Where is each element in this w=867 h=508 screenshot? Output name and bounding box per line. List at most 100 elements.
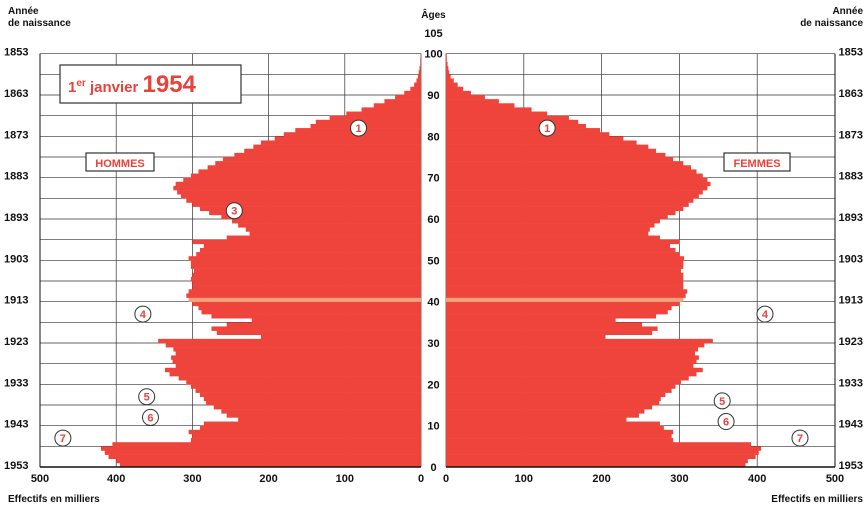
bar-hommes (211, 314, 421, 319)
age-tick-label: 100 (424, 49, 442, 61)
bar-hommes (226, 413, 421, 418)
birth-year-label-right: 1863 (839, 88, 863, 100)
title-prefix: 1 (68, 79, 76, 96)
birth-year-label-left: 1863 (4, 88, 28, 100)
age-tick-label: 60 (427, 214, 439, 226)
bar-femmes (446, 95, 485, 100)
bar-hommes (116, 458, 421, 464)
bar-hommes (186, 198, 421, 203)
bar-femmes (446, 190, 703, 195)
age-tick-label: 105 (424, 28, 442, 40)
x-tick-label-left: 400 (107, 473, 125, 485)
bar-hommes (245, 227, 421, 232)
birth-year-label-right: 1913 (839, 295, 863, 307)
bar-femmes (446, 347, 699, 352)
annotation-marker (141, 408, 159, 426)
bar-femmes (446, 148, 657, 154)
bar-hommes (244, 148, 421, 154)
bar-femmes (446, 82, 458, 88)
bar-femmes (446, 86, 464, 92)
bar-hommes (213, 405, 421, 410)
bar-femmes (446, 281, 684, 286)
birth-year-label-right: 1853 (839, 47, 863, 59)
bar-femmes (446, 231, 649, 236)
bar-femmes (446, 223, 655, 228)
birth-year-label-right: 1883 (839, 171, 863, 183)
birth-year-label-left: 1883 (4, 171, 28, 183)
bar-hommes (361, 107, 421, 112)
age-tick-label: 80 (427, 131, 439, 143)
bar-hommes (283, 132, 421, 137)
bar-femmes (446, 429, 674, 435)
bar-femmes (446, 351, 695, 356)
bar-hommes (215, 161, 421, 166)
bar-hommes (201, 309, 421, 315)
annotation-marker (134, 305, 152, 323)
bar-femmes (446, 119, 579, 125)
bar-hommes (260, 334, 421, 340)
left-header-line1: Année (8, 6, 39, 17)
bar-femmes (446, 359, 697, 364)
age-tick-label: 20 (427, 379, 439, 391)
bar-femmes (446, 177, 708, 183)
bar-femmes (446, 152, 666, 158)
bar-femmes (446, 384, 676, 389)
bar-femmes (446, 297, 684, 302)
bar-femmes (446, 405, 653, 410)
bar-femmes (446, 227, 650, 232)
bar-femmes (446, 388, 672, 393)
bar-hommes (177, 190, 421, 195)
bar-femmes (446, 202, 689, 207)
birth-year-label-left: 1903 (4, 253, 28, 265)
x-tick-label-right: 500 (826, 473, 844, 485)
bar-hommes (203, 421, 421, 426)
bar-hommes (192, 281, 421, 286)
bar-hommes (226, 322, 421, 327)
bar-femmes (446, 219, 660, 224)
bar-hommes (190, 384, 421, 389)
annotation-marker (138, 388, 156, 406)
birth-year-label-right: 1903 (839, 253, 863, 265)
bar-hommes (249, 231, 421, 236)
bar-hommes (158, 338, 422, 344)
series-label-box-hommes (85, 152, 155, 172)
right-header-line1: Année (832, 6, 863, 17)
birth-year-label-left: 1953 (4, 460, 28, 472)
bar-femmes (446, 446, 762, 451)
bar-hommes (211, 326, 421, 331)
bar-hommes (175, 351, 421, 356)
bar-hommes (186, 293, 421, 298)
bar-femmes (446, 90, 471, 96)
bar-femmes (446, 70, 450, 75)
bar-femmes (446, 66, 449, 71)
title-sup: er (76, 78, 86, 89)
age-tick-label: 50 (427, 255, 439, 267)
bar-hommes (416, 78, 421, 83)
bar-hommes (200, 392, 421, 398)
bar-femmes (446, 421, 660, 426)
bar-hommes (260, 140, 421, 145)
bar-hommes (234, 152, 421, 158)
bar-femmes (446, 111, 548, 116)
bar-femmes (446, 128, 601, 133)
birth-year-label-right: 1893 (839, 212, 863, 224)
bar-femmes (446, 99, 499, 104)
annotation-label: 7 (797, 433, 803, 445)
bar-femmes (446, 272, 684, 278)
bar-femmes (446, 123, 587, 129)
bar-hommes (190, 438, 421, 443)
bar-femmes (446, 413, 639, 418)
bar-hommes (180, 194, 421, 199)
age-tick-label: 40 (427, 297, 439, 309)
bar-hommes (188, 429, 421, 435)
bar-femmes (446, 132, 610, 137)
bar-hommes (226, 235, 421, 240)
annotation-label: 1 (355, 123, 361, 135)
bar-femmes (446, 330, 653, 336)
bar-femmes (446, 264, 684, 269)
title-mid: janvier (86, 79, 143, 96)
bar-femmes (446, 392, 666, 398)
birth-year-label-right: 1953 (839, 460, 863, 472)
bar-femmes (446, 198, 694, 203)
birth-year-label-left: 1893 (4, 212, 28, 224)
